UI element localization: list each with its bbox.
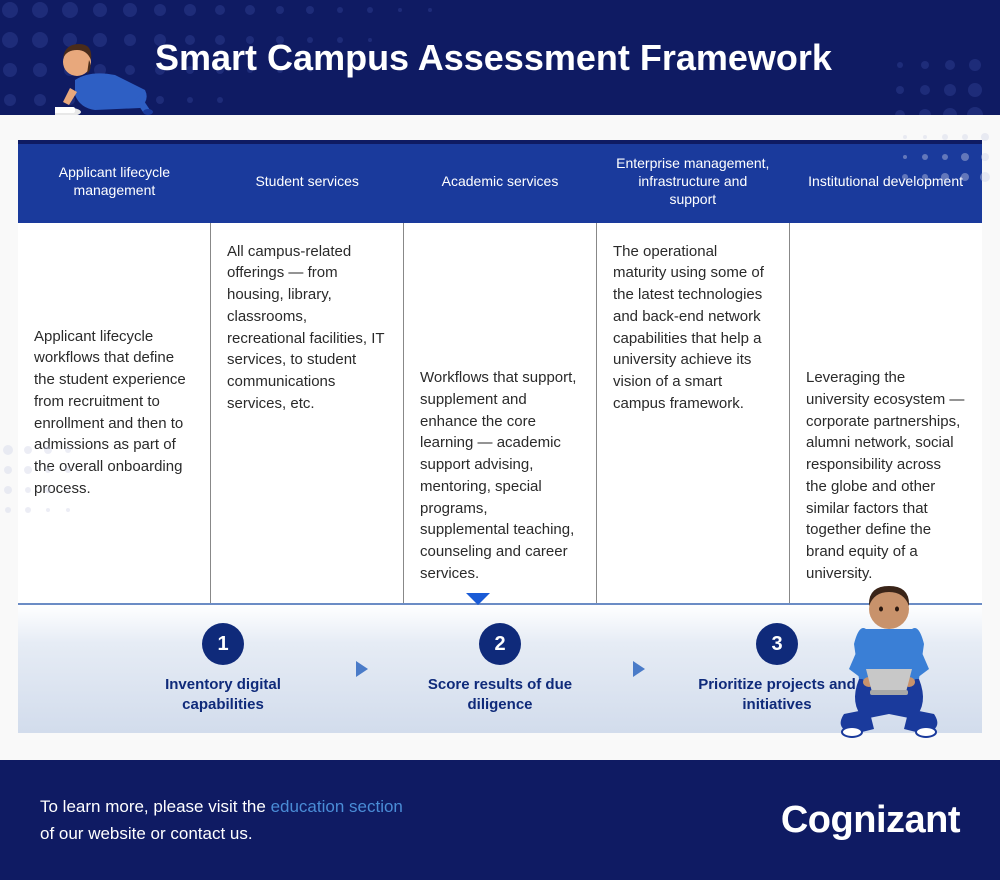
step-label: Score results of due diligence <box>403 675 598 714</box>
column-text: Leveraging the university ecosystem — co… <box>806 367 966 585</box>
columns-body-row: Applicant lifecycle workflows that defin… <box>18 223 982 603</box>
column-text: The operational maturity using some of t… <box>613 241 773 415</box>
step-item: 1 Inventory digital capabilities <box>126 623 321 714</box>
dots-pattern-icon <box>880 45 1000 115</box>
footer-line2: of our website or contact us. <box>40 824 253 843</box>
brand-logo: Cognizant <box>781 799 960 842</box>
step-number-badge: 1 <box>202 623 244 665</box>
step-number-badge: 3 <box>756 623 798 665</box>
column-header: Academic services <box>404 144 597 223</box>
content-area: Applicant lifecycle management Student s… <box>0 115 1000 760</box>
column-text: Workflows that support, supplement and e… <box>420 367 580 585</box>
sitting-person-laptop-icon <box>824 574 954 739</box>
column-headers-row: Applicant lifecycle management Student s… <box>18 140 982 223</box>
column-body: Workflows that support, supplement and e… <box>404 223 597 603</box>
chevron-right-icon <box>633 661 645 677</box>
column-text: All campus-related offerings — from hous… <box>227 241 387 415</box>
column-header: Applicant lifecycle management <box>18 144 211 223</box>
column-body: The operational maturity using some of t… <box>597 223 790 603</box>
footer-text: To learn more, please visit the educatio… <box>40 793 403 847</box>
column-body: Leveraging the university ecosystem — co… <box>790 223 982 603</box>
reading-person-icon <box>55 40 155 115</box>
step-number-badge: 2 <box>479 623 521 665</box>
footer-link[interactable]: education section <box>271 797 403 816</box>
chevron-right-icon <box>356 661 368 677</box>
page-title: Smart Campus Assessment Framework <box>155 37 832 79</box>
steps-band: 1 Inventory digital capabilities 2 Score… <box>18 603 982 733</box>
triangle-down-icon <box>466 593 490 605</box>
footer-line1-pre: To learn more, please visit the <box>40 797 271 816</box>
step-item: 2 Score results of due diligence <box>403 623 598 714</box>
column-header: Institutional development <box>789 144 982 223</box>
column-text: Applicant lifecycle workflows that defin… <box>34 326 194 500</box>
header-banner: Smart Campus Assessment Framework <box>0 0 1000 115</box>
step-label: Inventory digital capabilities <box>126 675 321 714</box>
column-header: Student services <box>211 144 404 223</box>
column-body: All campus-related offerings — from hous… <box>211 223 404 603</box>
column-header: Enterprise management, infrastructure an… <box>596 144 789 223</box>
column-body: Applicant lifecycle workflows that defin… <box>18 223 211 603</box>
footer-banner: To learn more, please visit the educatio… <box>0 760 1000 880</box>
